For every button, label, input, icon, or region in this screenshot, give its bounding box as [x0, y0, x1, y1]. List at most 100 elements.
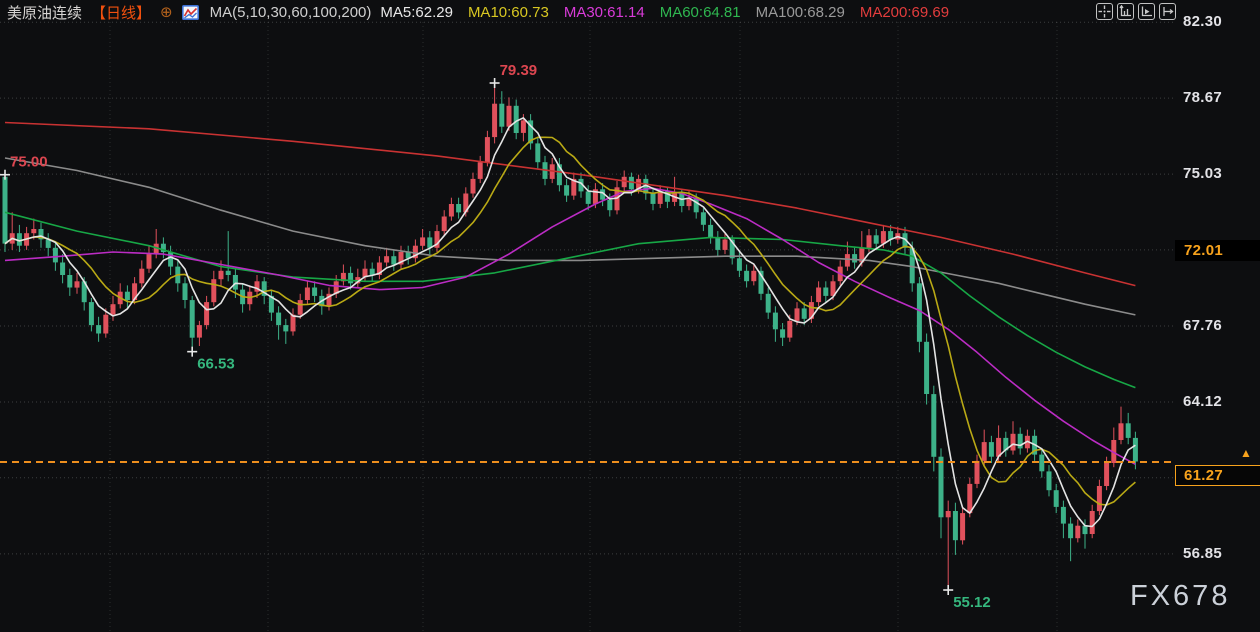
candle [225, 231, 231, 282]
candle [996, 425, 1002, 461]
candle [600, 183, 606, 207]
candle [492, 83, 498, 144]
current-price-label: 61.27 [1175, 465, 1260, 486]
candle [412, 239, 418, 263]
candle [729, 235, 735, 265]
candle [276, 306, 282, 340]
axis-tick-label: 75.03 [1183, 165, 1223, 182]
price-annotation-label: 55.12 [953, 594, 991, 611]
candle [2, 174, 8, 252]
candle [240, 283, 246, 313]
candle [434, 224, 440, 252]
pane-exit-icon[interactable] [1159, 3, 1176, 20]
candle [960, 506, 966, 545]
candle [852, 247, 858, 269]
price-annotation-label: 66.53 [197, 356, 235, 373]
axis-play-icon[interactable] [1138, 3, 1155, 20]
symbol-name: 美原油连续 [7, 4, 83, 22]
ma-legend: MA5:62.29 MA10:60.73 MA30:61.14 MA60:64.81 M… [380, 4, 949, 21]
axis-tick-label: 56.85 [1183, 545, 1223, 562]
plus-circle-icon[interactable]: ⊕ [160, 3, 173, 21]
candle [268, 289, 274, 321]
candle [571, 172, 577, 200]
price-annotation: 66.53 [187, 346, 235, 373]
candle [499, 91, 505, 133]
candle [873, 229, 879, 250]
ma60-line [4, 211, 1136, 389]
ma-value-label: MA200:69.69 [859, 3, 950, 21]
candle [1068, 517, 1074, 562]
candle [535, 137, 541, 169]
candle [758, 266, 764, 301]
candle [1082, 519, 1088, 549]
ma100-line [4, 157, 1136, 316]
candle [780, 323, 786, 346]
candle [348, 266, 354, 290]
highlight-price-label: 72.01 [1175, 240, 1260, 261]
candle [578, 172, 584, 198]
ma5-line [4, 117, 1136, 528]
axis-tick-label: 82.30 [1183, 13, 1223, 30]
candle [686, 191, 692, 211]
chart-logo-icon[interactable] [181, 4, 199, 20]
candle [823, 281, 829, 303]
candle [60, 254, 66, 284]
candle [1075, 519, 1081, 543]
candle [772, 306, 778, 342]
candle [1017, 427, 1023, 455]
candle [211, 270, 217, 307]
candle [448, 197, 454, 221]
candle [1003, 431, 1009, 457]
candle [88, 298, 94, 332]
chart-toolbar [1096, 3, 1176, 20]
price-axis[interactable]: 82.30 78.67 75.03 72.01 67.76 64.12 61.27 56.85 [1175, 0, 1260, 632]
price-annotation: 55.12 [943, 585, 991, 611]
candle [1053, 483, 1059, 514]
candle [405, 245, 411, 265]
candle [124, 285, 130, 309]
candle [362, 260, 368, 282]
price-annotation: 79.39 [489, 62, 537, 89]
candle [441, 210, 447, 236]
candle [765, 287, 771, 319]
scroll-to-latest-arrow-icon[interactable]: ▲ [1240, 446, 1252, 460]
candle [945, 500, 951, 590]
ma-value-label: MA60:64.81 [659, 3, 741, 21]
axis-scale-icon[interactable] [1117, 3, 1134, 20]
candle [67, 268, 73, 296]
candle [1010, 421, 1016, 455]
axis-tick-label: 64.12 [1183, 393, 1223, 410]
candle [355, 268, 361, 288]
candle [45, 233, 51, 257]
candle [31, 218, 37, 240]
candle [715, 231, 721, 257]
candle [182, 277, 188, 309]
timeframe-label: 【日线】 [91, 4, 152, 22]
ma-value-label: MA10:60.73 [467, 3, 549, 21]
chart-header: 美原油连续 【日线】 ⊕ MA(5,10,30,60,100,200) MA5:6… [7, 2, 949, 22]
current-price-line [0, 461, 1176, 463]
candle [902, 226, 908, 255]
candle [477, 155, 483, 184]
crosshair-icon[interactable] [1096, 3, 1113, 20]
grid-layer [0, 21, 1175, 632]
candle [297, 293, 303, 319]
candle [967, 477, 973, 518]
candle [888, 224, 894, 246]
candle [1096, 479, 1102, 516]
candle [427, 231, 433, 255]
candle [801, 302, 807, 326]
candle [283, 318, 289, 344]
candle [924, 333, 930, 405]
candle [751, 264, 757, 286]
price-annotation: 75.00 [0, 154, 48, 180]
candle [312, 281, 318, 303]
candle [146, 245, 152, 273]
candle [1060, 500, 1066, 539]
candle [1046, 465, 1052, 497]
candle [204, 295, 210, 330]
ma-settings-label[interactable]: MA(5,10,30,60,100,200) [209, 3, 372, 21]
candle [196, 320, 202, 346]
candle [700, 208, 706, 232]
